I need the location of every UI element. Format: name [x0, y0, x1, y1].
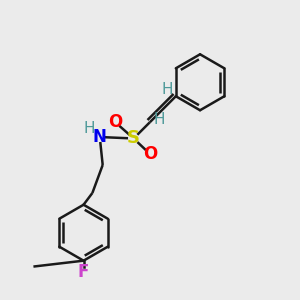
Text: S: S: [127, 130, 140, 148]
Text: O: O: [108, 113, 122, 131]
Text: H: H: [162, 82, 173, 97]
Text: N: N: [93, 128, 107, 146]
Text: F: F: [78, 263, 89, 281]
Text: H: H: [154, 112, 165, 127]
Text: O: O: [143, 145, 157, 163]
Text: H: H: [84, 121, 95, 136]
